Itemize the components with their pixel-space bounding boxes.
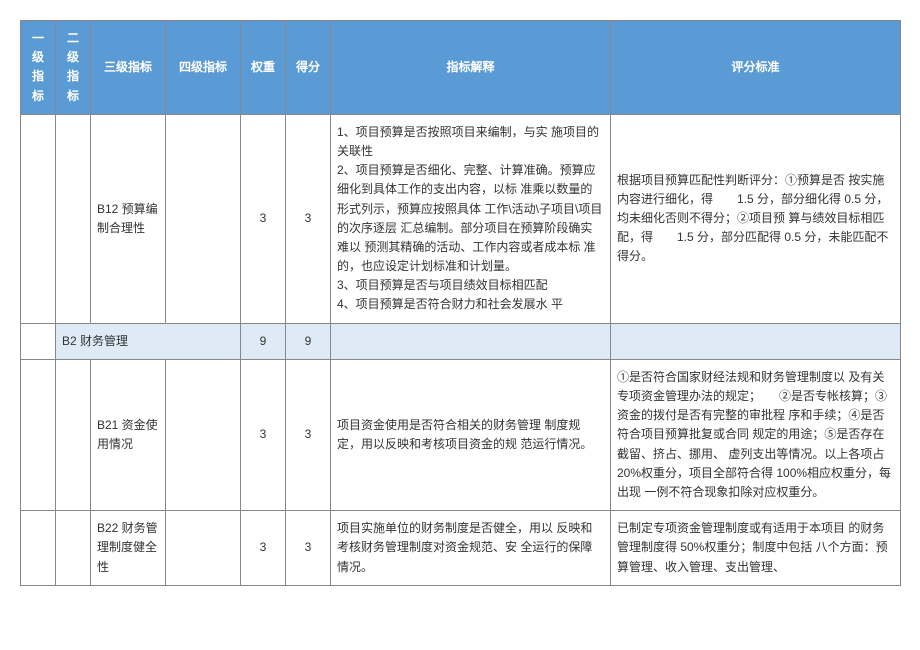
cell-l2	[56, 114, 91, 323]
header-l3: 三级指标	[91, 21, 166, 115]
header-l2: 二级指标	[56, 21, 91, 115]
cell-criteria: 已制定专项资金管理制度或有适用于本项目 的财务管理制度得 50%权重分；制度中包…	[611, 511, 901, 586]
cell-weight: 3	[241, 359, 286, 510]
header-desc: 指标解释	[331, 21, 611, 115]
cell-desc: 项目实施单位的财务制度是否健全，用以 反映和考核财务管理制度对资金规范、安 全运…	[331, 511, 611, 586]
cell-score: 9	[286, 323, 331, 359]
table-row: B12 预算编制合理性 3 3 1、项目预算是否按照项目来编制，与实 施项目的关…	[21, 114, 901, 323]
cell-score: 3	[286, 511, 331, 586]
cell-l3: B22 财务管理制度健全性	[91, 511, 166, 586]
cell-score: 3	[286, 114, 331, 323]
header-criteria: 评分标准	[611, 21, 901, 115]
cell-desc	[331, 323, 611, 359]
table-row: B21 资金使用情况 3 3 项目资金使用是否符合相关的财务管理 制度规定，用以…	[21, 359, 901, 510]
cell-l2	[56, 511, 91, 586]
cell-criteria: 根据项目预算匹配性判断评分：①预算是否 按实施内容进行细化，得 1.5 分，部分…	[611, 114, 901, 323]
cell-desc: 1、项目预算是否按照项目来编制，与实 施项目的关联性2、项目预算是否细化、完整、…	[331, 114, 611, 323]
table-header-row: 一级指标 二级指标 三级指标 四级指标 权重 得分 指标解释 评分标准	[21, 21, 901, 115]
cell-score: 3	[286, 359, 331, 510]
cell-l1	[21, 114, 56, 323]
header-score: 得分	[286, 21, 331, 115]
cell-l4	[166, 114, 241, 323]
header-weight: 权重	[241, 21, 286, 115]
cell-l4	[166, 511, 241, 586]
header-l4: 四级指标	[166, 21, 241, 115]
cell-weight: 3	[241, 114, 286, 323]
cell-criteria	[611, 323, 901, 359]
cell-desc: 项目资金使用是否符合相关的财务管理 制度规定，用以反映和考核项目资金的规 范运行…	[331, 359, 611, 510]
header-l1: 一级指标	[21, 21, 56, 115]
cell-l1	[21, 323, 56, 359]
section-label: B2 财务管理	[56, 323, 241, 359]
table-row: B22 财务管理制度健全性 3 3 项目实施单位的财务制度是否健全，用以 反映和…	[21, 511, 901, 586]
cell-l1	[21, 359, 56, 510]
section-row: B2 财务管理 9 9	[21, 323, 901, 359]
evaluation-table: 一级指标 二级指标 三级指标 四级指标 权重 得分 指标解释 评分标准 B12 …	[20, 20, 901, 586]
cell-l3: B12 预算编制合理性	[91, 114, 166, 323]
cell-l3: B21 资金使用情况	[91, 359, 166, 510]
cell-weight: 3	[241, 511, 286, 586]
cell-weight: 9	[241, 323, 286, 359]
cell-l2	[56, 359, 91, 510]
cell-l1	[21, 511, 56, 586]
cell-l4	[166, 359, 241, 510]
cell-criteria: ①是否符合国家财经法规和财务管理制度以 及有关专项资金管理办法的规定； ②是否专…	[611, 359, 901, 510]
